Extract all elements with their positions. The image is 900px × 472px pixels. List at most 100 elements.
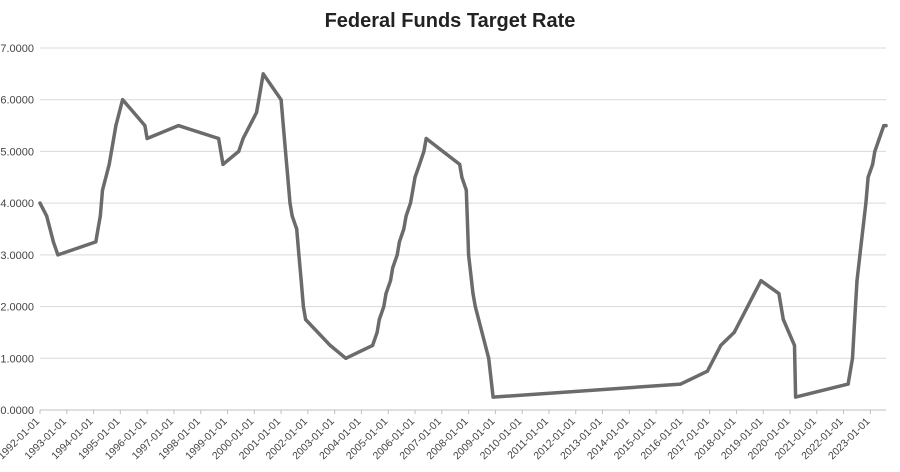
- data-point: [143, 124, 147, 128]
- data-point: [176, 124, 180, 128]
- data-point: [739, 317, 743, 322]
- gridlines: [40, 47, 886, 359]
- data-point: [850, 356, 855, 360]
- data-point: [408, 201, 413, 205]
- data-point: [51, 240, 56, 244]
- data-point: [402, 227, 406, 231]
- data-point: [299, 279, 303, 283]
- data-point: [391, 266, 395, 270]
- data-point: [56, 253, 60, 257]
- data-point: [257, 98, 261, 102]
- data-point: [221, 162, 225, 166]
- data-point: [328, 343, 332, 347]
- data-point: [38, 201, 42, 205]
- data-point: [705, 369, 710, 373]
- data-point: [404, 214, 408, 218]
- y-tick-label: 0.0000: [0, 405, 34, 417]
- data-point: [792, 343, 797, 347]
- data-point: [237, 149, 241, 153]
- data-point: [759, 279, 763, 283]
- data-point: [304, 317, 308, 322]
- data-point: [491, 395, 495, 399]
- data-point: [719, 343, 723, 347]
- data-point: [107, 162, 111, 166]
- data-point: [382, 305, 386, 309]
- series-line: [38, 72, 888, 399]
- data-point: [397, 240, 401, 244]
- data-point: [114, 124, 118, 128]
- data-point: [290, 214, 294, 218]
- data-point: [864, 201, 868, 205]
- data-point: [417, 162, 422, 166]
- data-point: [132, 111, 136, 115]
- data-point: [460, 175, 464, 179]
- data-point: [241, 136, 245, 141]
- data-point: [377, 317, 381, 322]
- data-point: [371, 343, 375, 347]
- data-point: [487, 356, 491, 360]
- y-tick-label: 4.0000: [0, 198, 34, 210]
- data-point: [752, 292, 756, 296]
- data-point: [295, 227, 299, 231]
- data-point: [794, 395, 798, 399]
- data-point: [712, 356, 716, 360]
- data-point: [464, 188, 468, 192]
- chart-title: Federal Funds Target Rate: [325, 10, 576, 32]
- data-point: [283, 149, 288, 153]
- data-point: [846, 382, 850, 386]
- data-point: [732, 330, 736, 334]
- data-point: [424, 136, 428, 141]
- data-point: [145, 136, 149, 141]
- data-point: [388, 279, 393, 283]
- series-layer: [38, 72, 888, 399]
- y-tick-label: 1.0000: [0, 353, 34, 365]
- data-point: [473, 305, 477, 309]
- data-point: [279, 98, 283, 102]
- data-point: [286, 175, 290, 179]
- data-point: [871, 162, 875, 166]
- data-point: [467, 253, 471, 257]
- data-point: [375, 330, 379, 334]
- data-point: [96, 227, 100, 231]
- data-point: [384, 292, 388, 296]
- data-point: [853, 317, 857, 322]
- data-point: [254, 111, 259, 115]
- data-point: [422, 149, 426, 153]
- y-axis-tick-labels: 0.0000 1.0000 2.0000 3.0000 4.0000 5.0000 6.00…: [0, 43, 34, 417]
- data-point: [411, 188, 415, 192]
- y-tick-label: 3.0000: [0, 250, 34, 262]
- data-point: [344, 356, 348, 360]
- data-point: [877, 136, 881, 141]
- data-point: [866, 175, 870, 179]
- data-point: [98, 214, 102, 218]
- data-point: [777, 292, 781, 296]
- data-point: [855, 279, 859, 283]
- data-point: [45, 214, 49, 218]
- data-point: [779, 305, 783, 309]
- y-tick-label: 5.0000: [0, 146, 34, 158]
- x-axis-tick-labels: 1992-01-011993-01-011994-01-011995-01-01…: [0, 410, 873, 462]
- data-point: [94, 240, 98, 244]
- data-point: [297, 253, 301, 257]
- data-point: [873, 149, 877, 153]
- data-point: [281, 124, 285, 128]
- data-point: [859, 240, 864, 244]
- data-point: [471, 292, 475, 296]
- data-point: [301, 305, 305, 309]
- data-point: [781, 317, 785, 322]
- data-point: [882, 124, 886, 128]
- data-point: [217, 136, 221, 141]
- data-point: [248, 124, 252, 128]
- data-point: [288, 201, 292, 205]
- data-point: [121, 98, 125, 102]
- data-point: [261, 72, 265, 76]
- y-tick-label: 6.0000: [0, 95, 34, 107]
- data-point: [679, 382, 683, 386]
- y-tick-label: 7.0000: [0, 43, 34, 55]
- data-point: [884, 124, 888, 128]
- y-tick-label: 2.0000: [0, 302, 34, 314]
- data-point: [413, 175, 417, 179]
- data-point: [395, 253, 399, 257]
- data-point: [458, 162, 462, 166]
